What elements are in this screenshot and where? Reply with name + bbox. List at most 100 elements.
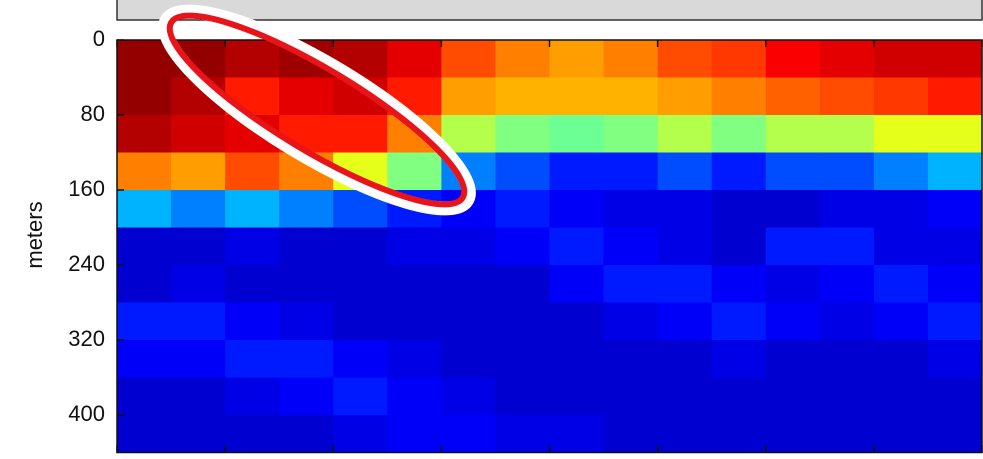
heatmap-cell [928,153,983,191]
heatmap-cell [766,78,821,116]
heatmap-cell [820,153,875,191]
heatmap-cell [604,40,659,78]
heatmap-cell [171,190,226,228]
heatmap-cell [928,340,983,378]
heatmap-cell [712,228,767,266]
heatmap-cell [171,303,226,341]
heatmap-cell [495,115,550,153]
heatmap-cell [820,415,875,453]
heatmap-cell [333,265,388,303]
heatmap-cell [441,303,496,341]
heatmap-cell [387,265,442,303]
heatmap-cell [766,40,821,78]
heatmap-cell [387,228,442,266]
heatmap-cell [550,153,605,191]
heatmap-cell [171,115,226,153]
heatmap-cell [712,265,767,303]
y-tick-label: 240 [68,251,105,276]
heatmap-cell [766,303,821,341]
heatmap-cell [333,228,388,266]
heatmap-cell [387,40,442,78]
heatmap-cell [766,228,821,266]
heatmap-cell [712,378,767,416]
heatmap-cell [874,378,929,416]
heatmap-cell [658,228,713,266]
heatmap-cell [928,228,983,266]
heatmap-cell [766,265,821,303]
heatmap-cell [658,115,713,153]
heatmap-cell [550,303,605,341]
heatmap-cell [171,265,226,303]
heatmap-cell [117,265,172,303]
heatmap-cell [712,115,767,153]
heatmap-cell [279,303,334,341]
heatmap-cell [550,115,605,153]
heatmap-cell [333,378,388,416]
heatmap-cell [766,340,821,378]
heatmap-cell [766,115,821,153]
heatmap-cell [604,303,659,341]
heatmap-cell [225,303,280,341]
heatmap-cell [820,303,875,341]
heatmap-cell [712,153,767,191]
heatmap [117,40,983,453]
heatmap-cell [604,78,659,116]
heatmap-cell [495,340,550,378]
heatmap-cell [171,378,226,416]
heatmap-cell [820,228,875,266]
heatmap-cell [658,78,713,116]
heatmap-cell [928,40,983,78]
heatmap-cell [928,190,983,228]
heatmap-cell [279,415,334,453]
heatmap-cell [928,378,983,416]
heatmap-cell [550,78,605,116]
heatmap-cell [441,415,496,453]
y-tick-label: 160 [68,176,105,201]
heatmap-cell [387,415,442,453]
heatmap-cell [604,228,659,266]
heatmap-cell [550,228,605,266]
heatmap-cell [117,340,172,378]
heatmap-cell [117,115,172,153]
heatmap-cell [874,40,929,78]
heatmap-cell [928,265,983,303]
heatmap-cell [658,40,713,78]
chart: meters 080160240320400 [0,0,983,459]
heatmap-cell [658,153,713,191]
heatmap-cell [874,228,929,266]
heatmap-cell [550,415,605,453]
heatmap-cell [604,190,659,228]
heatmap-cell [604,265,659,303]
heatmap-cell [279,378,334,416]
heatmap-cell [874,190,929,228]
heatmap-cell [495,265,550,303]
heatmap-cell [495,228,550,266]
heatmap-cell [387,378,442,416]
heatmap-cell [117,378,172,416]
heatmap-cell [117,78,172,116]
heatmap-cell [225,378,280,416]
heatmap-cell [658,415,713,453]
heatmap-cell [279,340,334,378]
heatmap-cell [171,228,226,266]
heatmap-cell [225,265,280,303]
heatmap-cell [495,40,550,78]
heatmap-cell [441,265,496,303]
top-panel [117,0,982,20]
heatmap-cell [279,228,334,266]
heatmap-cell [441,78,496,116]
heatmap-cell [225,340,280,378]
heatmap-cell [171,415,226,453]
heatmap-cell [117,228,172,266]
heatmap-cell [712,78,767,116]
heatmap-cell [495,378,550,416]
heatmap-cell [766,153,821,191]
heatmap-cell [712,303,767,341]
heatmap-cell [712,190,767,228]
heatmap-cell [495,153,550,191]
heatmap-cell [387,153,442,191]
heatmap-cell [441,340,496,378]
heatmap-cell [712,415,767,453]
heatmap-cell [820,115,875,153]
heatmap-cell [117,415,172,453]
